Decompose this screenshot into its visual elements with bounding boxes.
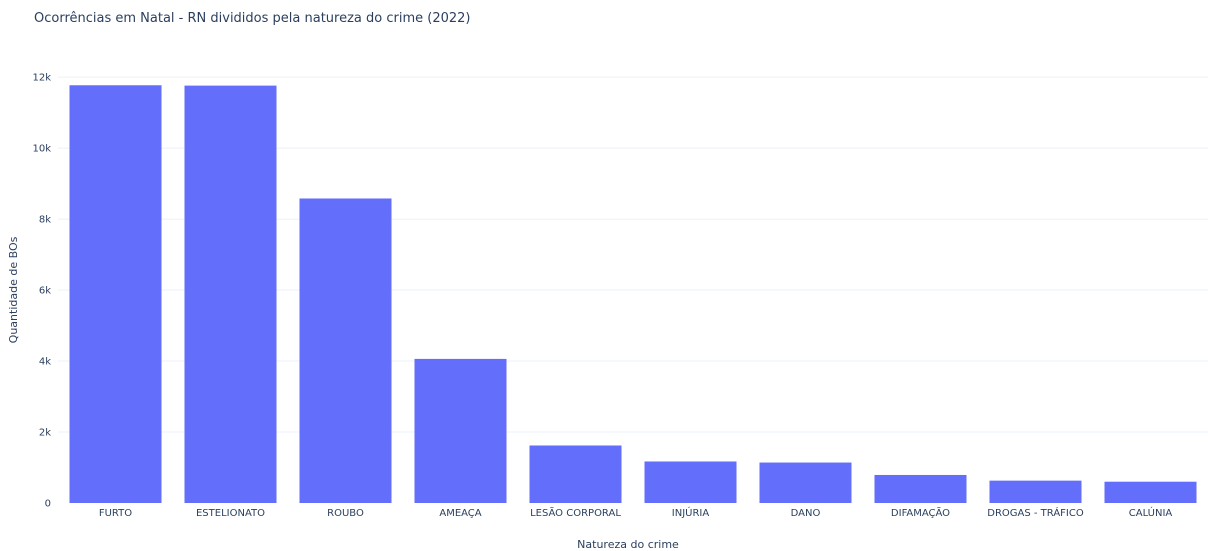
y-tick-label: 4k [39,357,51,368]
x-tick-label: AMEAÇA [439,508,481,519]
x-tick-label: LESÃO CORPORAL [530,506,621,519]
chart-title: Ocorrências em Natal - RN divididos pela… [34,11,470,26]
bar-8[interactable] [989,480,1082,503]
y-tick-label: 0 [45,499,51,510]
x-axis-title: Natureza do crime [577,538,679,551]
bar-3[interactable] [414,358,507,503]
x-tick-label: INJÚRIA [672,506,710,519]
y-axis-ticks: 0 2k 4k 6k 8k 10k 12k [32,73,51,510]
x-axis-ticks: FURTO ESTELIONATO ROUBO AMEAÇA LESÃO CORPORA… [99,506,1173,519]
x-tick-label: DANO [791,508,821,519]
bar-1[interactable] [184,85,277,503]
bar-5[interactable] [644,461,737,503]
x-tick-label: ROUBO [327,508,364,519]
bar-6[interactable] [759,462,852,503]
x-tick-label: DROGAS - TRÁFICO [987,506,1084,519]
y-axis-title: Quantidade de BOs [7,236,20,343]
y-tick-label: 10k [32,144,51,155]
x-tick-label: CALÚNIA [1129,506,1173,519]
bar-2[interactable] [299,198,392,503]
y-tick-label: 12k [32,73,51,84]
bar-9[interactable] [1104,481,1197,503]
bar-7[interactable] [874,474,967,503]
x-tick-label: DIFAMAÇÃO [891,506,950,519]
y-tick-label: 8k [39,215,51,226]
x-tick-label: FURTO [99,508,132,519]
bars [69,85,1197,503]
bar-4[interactable] [529,445,622,503]
y-tick-label: 2k [39,428,51,439]
y-tick-label: 6k [39,286,51,297]
x-tick-label: ESTELIONATO [196,508,265,519]
bar-0[interactable] [69,85,162,503]
